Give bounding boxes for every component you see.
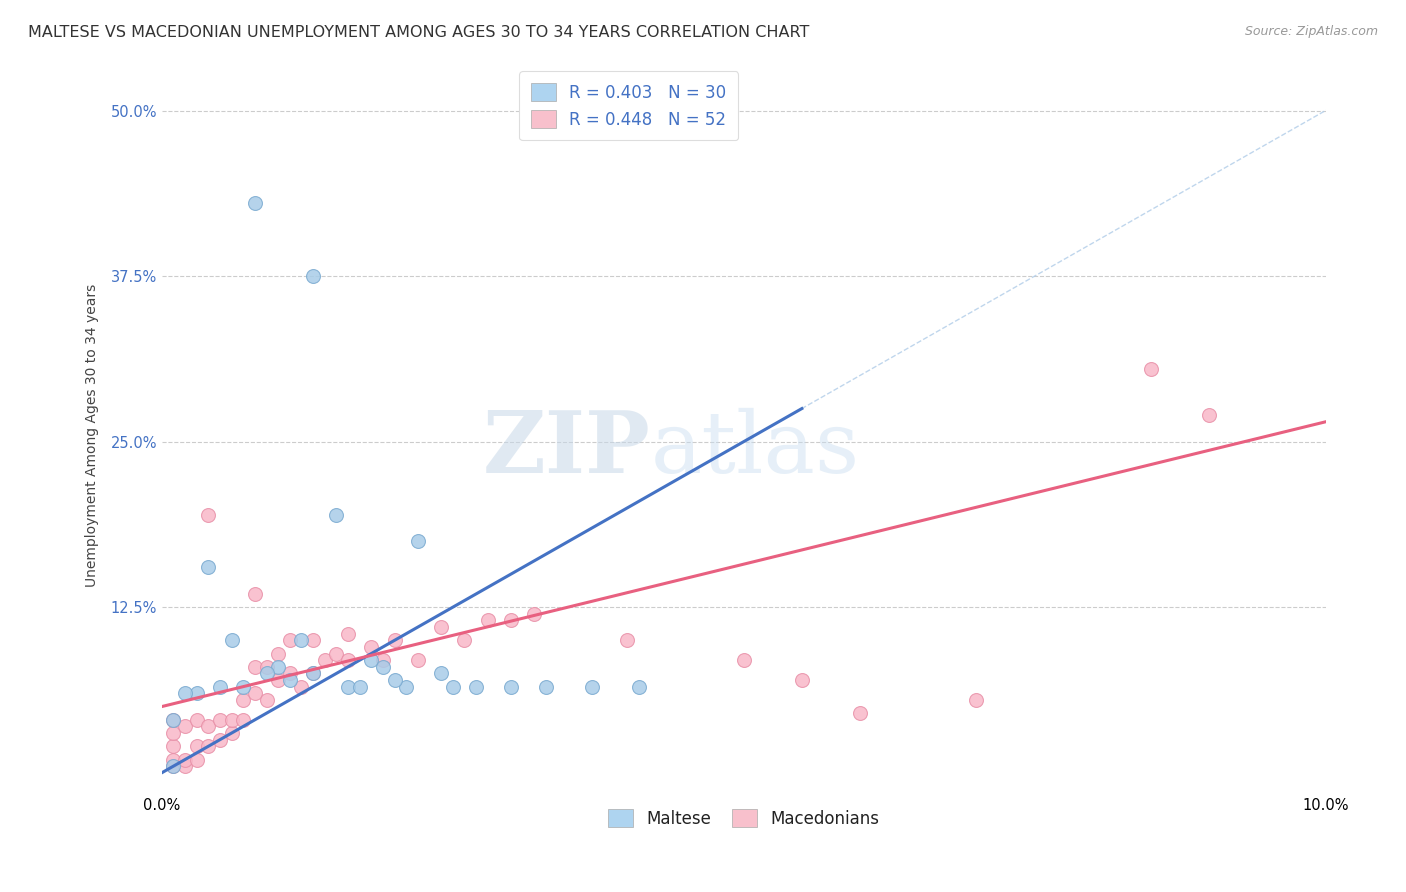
Point <box>267 673 290 687</box>
Point <box>197 739 219 754</box>
Point <box>336 680 359 694</box>
Point <box>162 713 184 727</box>
Point <box>256 666 278 681</box>
Text: atlas: atlas <box>651 408 859 491</box>
Point <box>232 713 254 727</box>
Point <box>360 640 382 654</box>
Point <box>477 614 499 628</box>
Point <box>371 653 394 667</box>
Point <box>360 653 382 667</box>
Text: ZIP: ZIP <box>482 408 651 491</box>
Point <box>790 673 813 687</box>
Point <box>221 713 243 727</box>
Point <box>197 719 219 733</box>
Point <box>325 647 347 661</box>
Point <box>430 666 453 681</box>
Point <box>174 686 197 700</box>
Point <box>465 680 488 694</box>
Point <box>627 680 650 694</box>
Point <box>314 653 336 667</box>
Legend: Maltese, Macedonians: Maltese, Macedonians <box>602 803 886 834</box>
Point <box>965 693 987 707</box>
Point <box>302 269 325 284</box>
Point <box>733 653 755 667</box>
Point <box>162 739 184 754</box>
Point <box>162 713 184 727</box>
Point <box>302 666 325 681</box>
Point <box>162 753 184 767</box>
Point <box>256 660 278 674</box>
Point <box>186 739 208 754</box>
Point <box>174 759 197 773</box>
Point <box>243 587 266 601</box>
Point <box>278 666 301 681</box>
Y-axis label: Unemployment Among Ages 30 to 34 years: Unemployment Among Ages 30 to 34 years <box>86 284 100 587</box>
Point <box>499 614 522 628</box>
Point <box>336 653 359 667</box>
Point <box>1198 408 1220 422</box>
Text: MALTESE VS MACEDONIAN UNEMPLOYMENT AMONG AGES 30 TO 34 YEARS CORRELATION CHART: MALTESE VS MACEDONIAN UNEMPLOYMENT AMONG… <box>28 25 810 40</box>
Point <box>174 719 197 733</box>
Point <box>267 647 290 661</box>
Point <box>232 680 254 694</box>
Point <box>430 620 453 634</box>
Point <box>349 680 371 694</box>
Point <box>208 732 231 747</box>
Point <box>221 633 243 648</box>
Point <box>186 753 208 767</box>
Point <box>243 196 266 211</box>
Point <box>197 508 219 522</box>
Point <box>243 660 266 674</box>
Point <box>616 633 638 648</box>
Point <box>302 666 325 681</box>
Point <box>384 673 406 687</box>
Point <box>453 633 475 648</box>
Point <box>523 607 546 621</box>
Point <box>267 660 290 674</box>
Point <box>162 759 184 773</box>
Point <box>395 680 418 694</box>
Point <box>197 560 219 574</box>
Point <box>325 508 347 522</box>
Point <box>208 713 231 727</box>
Point <box>849 706 872 721</box>
Point <box>278 633 301 648</box>
Point <box>278 673 301 687</box>
Text: Source: ZipAtlas.com: Source: ZipAtlas.com <box>1244 25 1378 38</box>
Point <box>499 680 522 694</box>
Point <box>406 534 429 549</box>
Point <box>1140 361 1163 376</box>
Point <box>290 680 312 694</box>
Point <box>232 693 254 707</box>
Point <box>256 693 278 707</box>
Point <box>534 680 557 694</box>
Point <box>162 759 184 773</box>
Point <box>221 726 243 740</box>
Point <box>406 653 429 667</box>
Point <box>174 753 197 767</box>
Point <box>186 686 208 700</box>
Point <box>186 713 208 727</box>
Point <box>302 633 325 648</box>
Point <box>384 633 406 648</box>
Point <box>581 680 603 694</box>
Point <box>243 686 266 700</box>
Point <box>441 680 464 694</box>
Point <box>162 726 184 740</box>
Point <box>208 680 231 694</box>
Point <box>371 660 394 674</box>
Point <box>290 633 312 648</box>
Point <box>336 626 359 640</box>
